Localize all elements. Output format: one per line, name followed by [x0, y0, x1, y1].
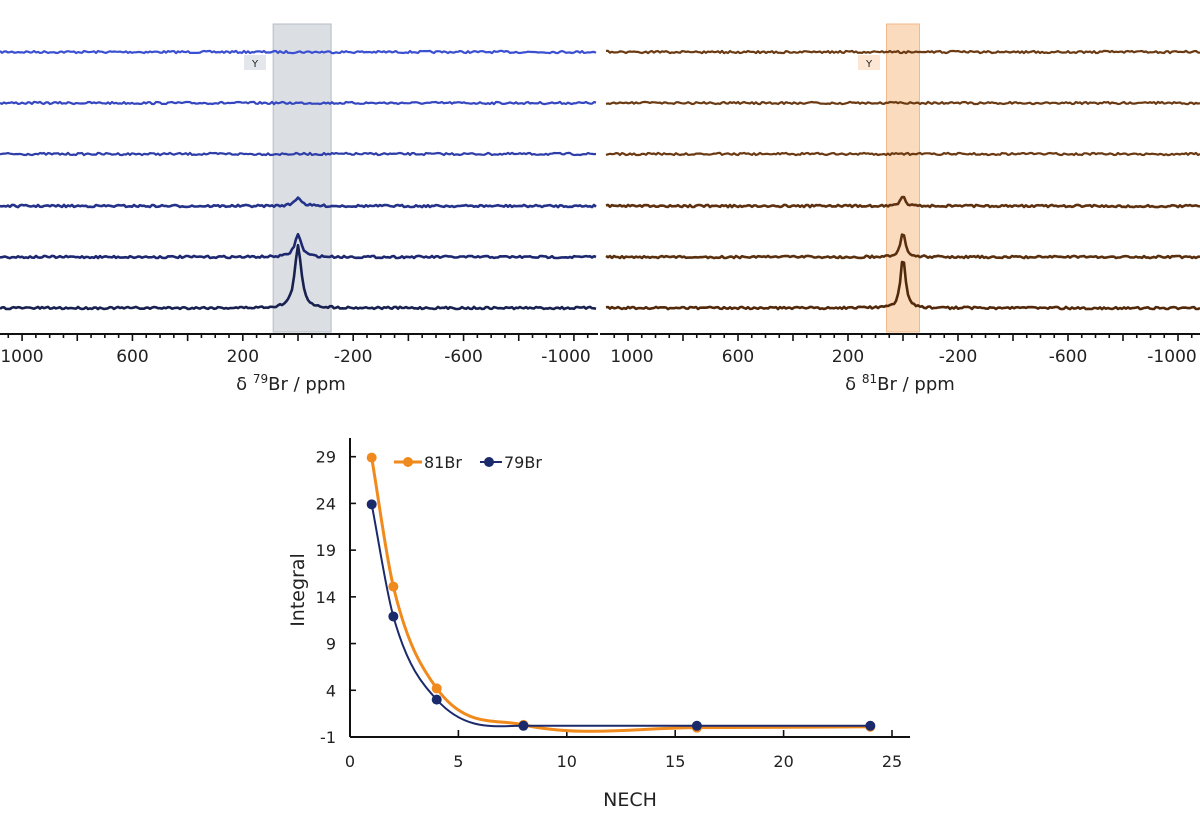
data-point-81Br [431, 683, 442, 694]
marker-label-background [858, 55, 880, 70]
spectrum-trace [605, 151, 1200, 157]
data-point-79Br [865, 720, 876, 731]
x-tick-label: 200 [227, 347, 259, 367]
x-tick-label: 25 [882, 752, 902, 771]
x-axis-ticks [7, 334, 589, 341]
trace-group [605, 49, 1200, 311]
x-axis-ticks [457, 730, 893, 737]
x-tick-label: 0 [345, 752, 355, 771]
x-axis-title-suffix: Br / ppm [877, 374, 955, 395]
series-line-79Br [370, 504, 871, 728]
y-tick-label: -1 [320, 728, 336, 747]
y-tick-label: 19 [316, 541, 336, 560]
legend-label: 79Br [504, 453, 542, 472]
x-axis-title: δ 79Br / ppm [236, 372, 346, 395]
spectrum-trace [605, 195, 1200, 209]
x-tick-label: 1000 [0, 347, 43, 367]
marker-label-text: Y [865, 59, 873, 70]
spectrum-trace [605, 260, 1200, 311]
spectrum-trace [0, 196, 597, 209]
y-tick-label: 24 [316, 494, 336, 513]
x-axis-title-prefix: δ [236, 374, 253, 395]
spectrum-trace [0, 151, 597, 157]
x-axis-title-prefix: δ [845, 374, 862, 395]
spectrum-trace [0, 232, 597, 260]
x-tick-label: -200 [334, 347, 373, 367]
y-tick-label: 4 [326, 681, 336, 700]
y-tick-labels: -1 4 9 14 19 24 29 [316, 448, 336, 747]
y-tick-label: 9 [326, 635, 336, 654]
x-tick-label: -1000 [1147, 347, 1196, 367]
x-tick-label: 20 [773, 752, 793, 771]
spectra-81br-panel: Y 1000 600 200 -200 -600 -1000 δ 81Br / … [600, 23, 1200, 395]
x-tick-labels: 1000 600 200 -200 -600 -1000 [610, 347, 1196, 367]
x-tick-label: 600 [722, 347, 754, 367]
spectra-79br-panel: Y 1000 600 200 -200 -600 -1000 δ 79Br / … [0, 23, 598, 395]
x-tick-label: -600 [1049, 347, 1088, 367]
y-tick-label: 29 [316, 448, 336, 467]
x-tick-label: 600 [116, 347, 148, 367]
x-tick-label: -600 [444, 347, 483, 367]
y-marker-label: Y [244, 55, 266, 70]
x-axis-title-suffix: Br / ppm [268, 374, 346, 395]
x-axis-title: NECH [603, 789, 657, 811]
x-tick-label: -200 [939, 347, 978, 367]
y-tick-label: 14 [316, 588, 336, 607]
spectrum-trace [0, 243, 597, 311]
x-tick-label: 15 [665, 752, 685, 771]
marker-label-text: Y [251, 59, 259, 70]
y-axis-ticks [350, 455, 356, 738]
data-point-79Br [691, 720, 702, 731]
trace-group [0, 49, 597, 311]
legend-swatch-marker [403, 457, 413, 467]
legend-item-81br: 81Br [394, 453, 462, 472]
spectrum-trace [605, 100, 1200, 106]
x-tick-label: 1000 [610, 347, 653, 367]
legend: 81Br 79Br [394, 453, 542, 472]
marker-label-background [244, 55, 266, 70]
highlight-region [886, 23, 920, 333]
x-tick-label: -1000 [541, 347, 590, 367]
x-tick-labels: 0 5 10 15 20 25 [345, 752, 902, 771]
x-tick-label: 200 [832, 347, 864, 367]
highlight-region [272, 23, 332, 333]
spectrum-trace [0, 100, 597, 106]
spectrum-trace [605, 233, 1200, 260]
spectrum-trace [0, 49, 597, 55]
data-point-79Br [366, 499, 377, 510]
legend-item-79br: 79Br [480, 453, 542, 472]
x-axis-title: δ 81Br / ppm [845, 372, 955, 395]
y-axis-title: Integral [287, 553, 309, 627]
x-tick-label: 5 [453, 752, 463, 771]
x-tick-label: 10 [557, 752, 577, 771]
data-point-81Br [388, 581, 399, 592]
y-marker-label: Y [858, 55, 880, 70]
legend-swatch-marker [484, 457, 494, 467]
integral-chart: -1 4 9 14 19 24 29 0 5 10 15 20 25 NECH … [287, 438, 910, 811]
data-point-79Br [431, 694, 442, 705]
x-axis-title-superscript: 81 [862, 372, 877, 386]
series-group [366, 452, 876, 733]
x-axis-ticks [613, 334, 1193, 341]
data-point-79Br [518, 720, 529, 731]
data-point-79Br [388, 611, 399, 622]
spectrum-trace [606, 49, 1200, 55]
series-line-81Br [370, 457, 871, 733]
x-axis-title-superscript: 79 [253, 372, 268, 386]
data-point-81Br [366, 452, 377, 463]
x-tick-labels: 1000 600 200 -200 -600 -1000 [0, 347, 590, 367]
legend-label: 81Br [424, 453, 462, 472]
